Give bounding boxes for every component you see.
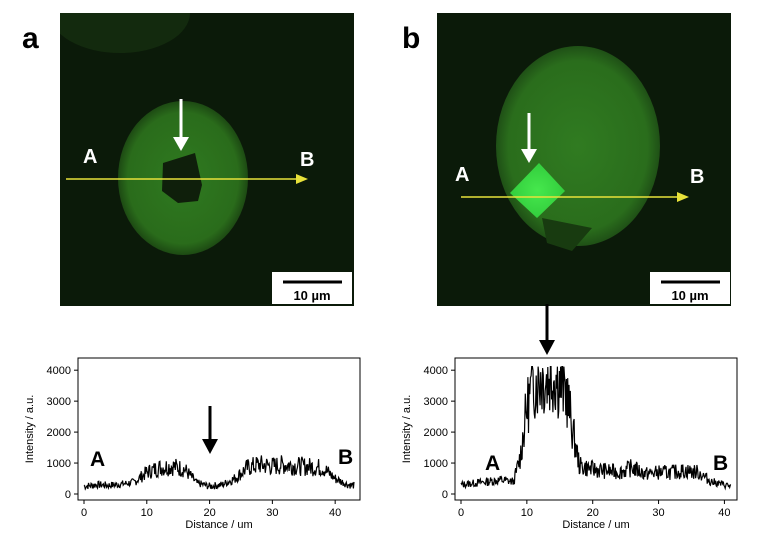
panel-letter-b: b <box>402 22 421 55</box>
cell-body <box>496 46 660 246</box>
x-axis-label: Distance / um <box>185 519 252 531</box>
cell-debris <box>542 218 592 251</box>
neighbor-cell <box>60 13 190 53</box>
plot-point-a-label: A <box>90 448 105 471</box>
plot-point-b-label: B <box>338 446 353 469</box>
point-a-label: A <box>455 164 469 186</box>
crystal-arrow-icon <box>173 99 189 151</box>
y-tick-label: 1000 <box>47 458 71 470</box>
y-tick-label: 0 <box>442 489 448 501</box>
bright-crystal <box>510 163 565 218</box>
scalebar-box <box>650 272 730 304</box>
micrograph-a: A B 10 µm <box>60 13 354 306</box>
x-axis-label: Distance / um <box>562 519 629 531</box>
crystal-arrow-icon <box>521 113 537 163</box>
panel-letter-a: a <box>22 22 39 55</box>
y-tick-label: 4000 <box>424 365 448 377</box>
x-tick-label: 40 <box>718 507 730 519</box>
point-b-label: B <box>690 166 704 188</box>
profile-line-arrowhead <box>296 174 308 184</box>
plot-frame <box>77 357 361 501</box>
down-arrow-icon <box>539 304 555 355</box>
minimum-arrow-icon <box>202 406 218 454</box>
plot-point-b-label: B <box>713 452 728 475</box>
x-tick-label: 0 <box>458 507 464 519</box>
y-tick-label: 0 <box>65 489 71 501</box>
intensity-series <box>460 366 732 491</box>
y-tick-label: 3000 <box>424 396 448 408</box>
x-tick-label: 30 <box>266 507 278 519</box>
point-b-label: B <box>300 149 314 171</box>
intensity-plot-b: 0 10 20 30 40 0 1000 2000 3000 4000 A B Distance … <box>401 357 738 531</box>
x-tick-label: 30 <box>652 507 664 519</box>
dark-crystal <box>162 153 202 203</box>
plot-frame <box>454 357 738 501</box>
x-tick-label: 40 <box>329 507 341 519</box>
scalebar-label: 10 µm <box>671 288 708 303</box>
scalebar-box <box>272 272 352 304</box>
x-tick-label: 0 <box>81 507 87 519</box>
y-tick-label: 4000 <box>47 365 71 377</box>
micrograph-b: A B 10 µm <box>437 13 731 306</box>
y-axis-label: Intensity / a.u. <box>401 395 413 463</box>
x-tick-label: 20 <box>587 507 599 519</box>
y-tick-label: 2000 <box>424 427 448 439</box>
y-tick-label: 2000 <box>47 427 71 439</box>
y-tick-label: 1000 <box>424 458 448 470</box>
point-a-label: A <box>83 146 97 168</box>
y-axis-label: Intensity / a.u. <box>24 395 36 463</box>
x-tick-label: 10 <box>521 507 533 519</box>
x-tick-label: 20 <box>203 507 215 519</box>
x-tick-label: 10 <box>141 507 153 519</box>
intensity-plot-a: 0 10 20 30 40 0 1000 2000 3000 4000 A B Distance … <box>24 357 361 531</box>
intensity-series <box>83 455 355 491</box>
profile-line-arrowhead <box>677 192 689 202</box>
y-tick-label: 3000 <box>47 396 71 408</box>
scalebar-label: 10 µm <box>293 288 330 303</box>
plot-point-a-label: A <box>485 452 500 475</box>
